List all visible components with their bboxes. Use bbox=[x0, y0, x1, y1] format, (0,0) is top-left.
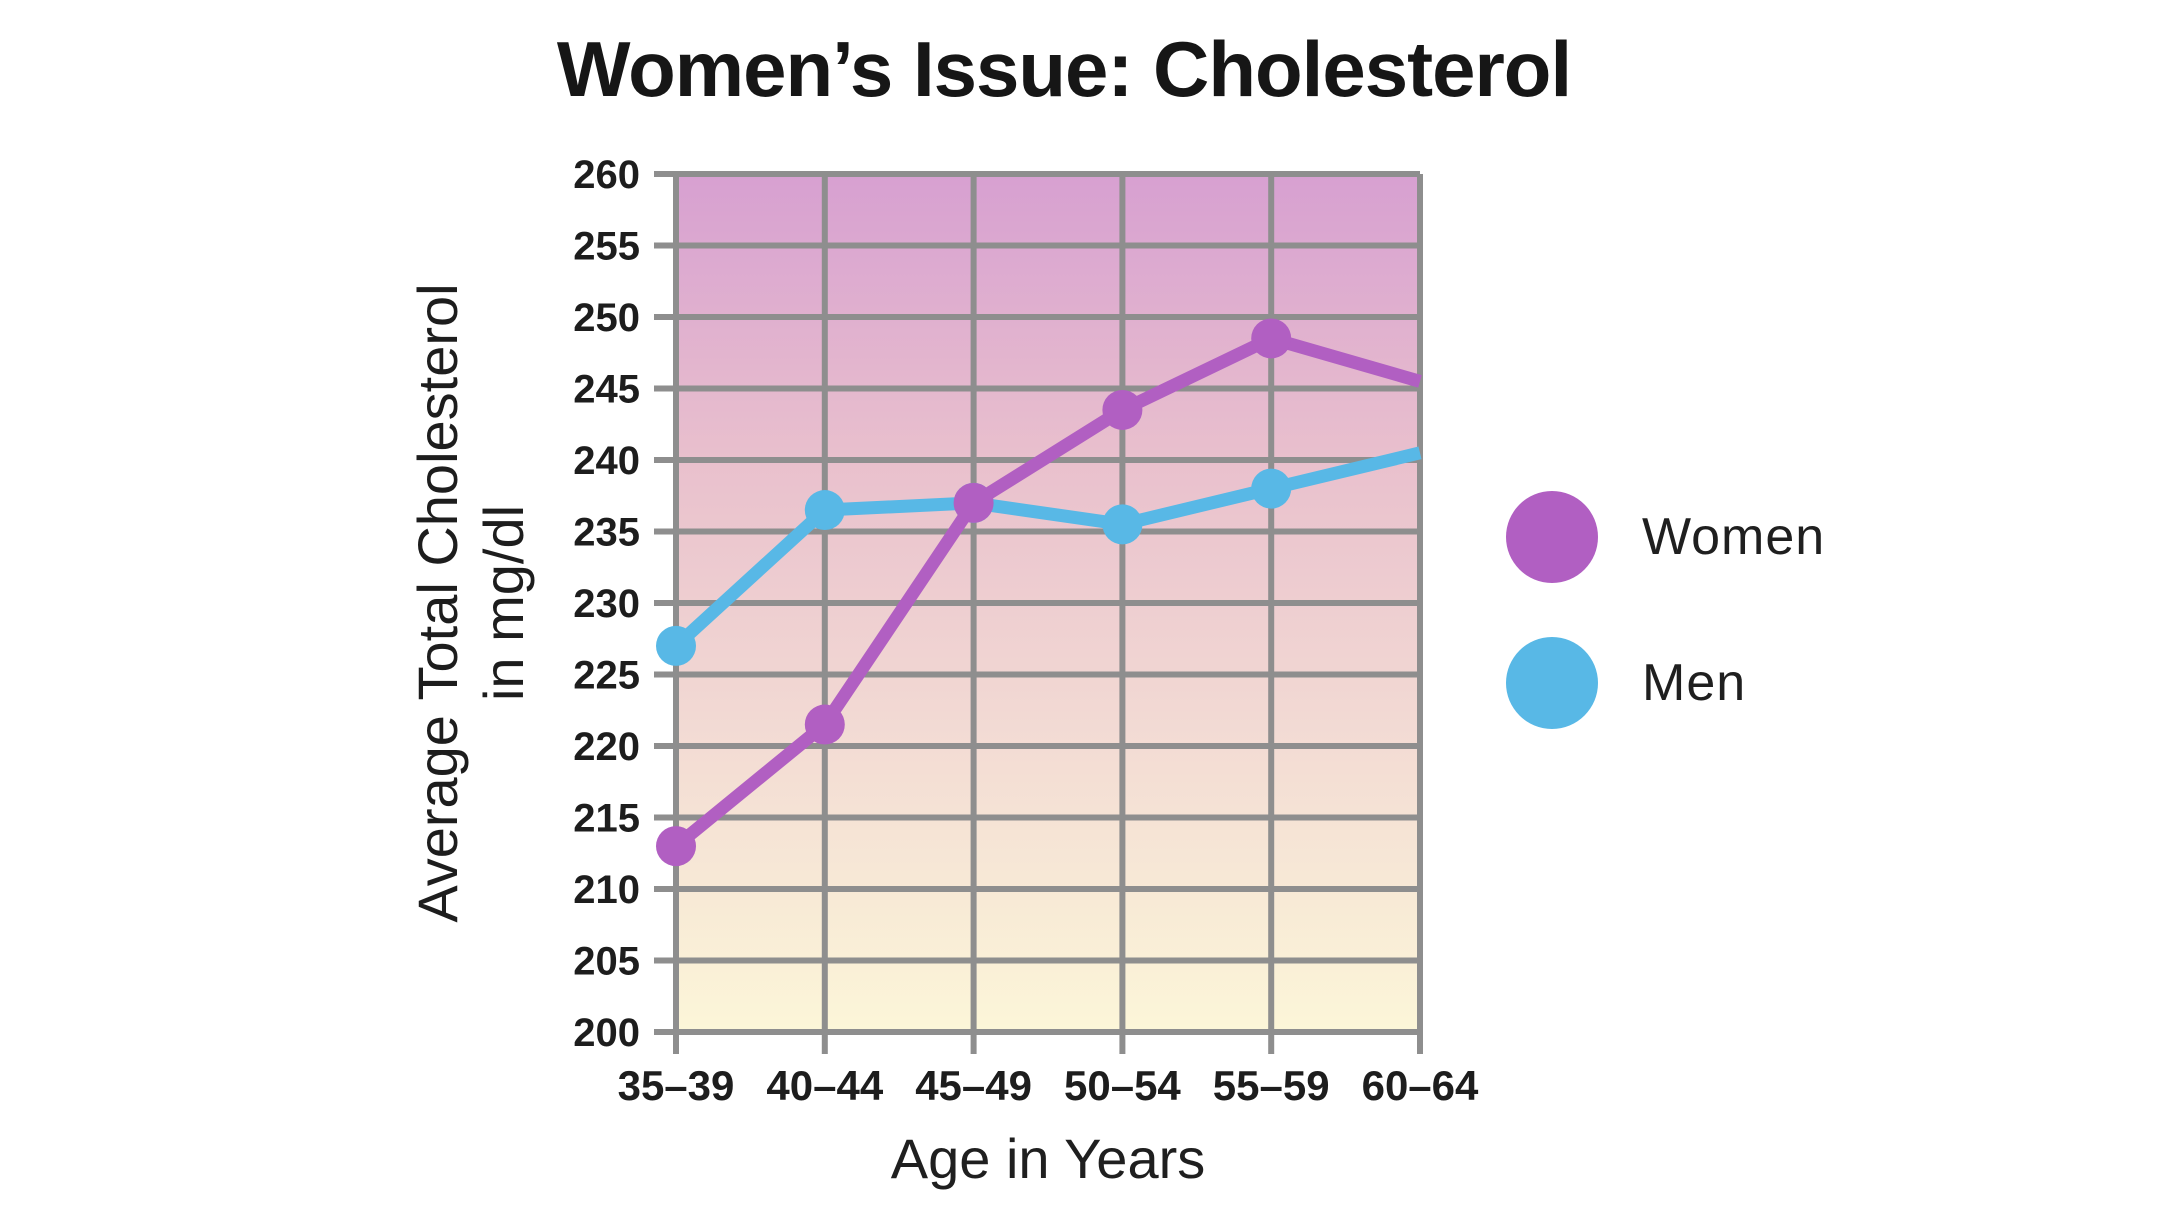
women-line bbox=[671, 331, 1422, 852]
women-point-50–54 bbox=[1102, 389, 1143, 430]
y-tick-labels: 200 205 210 215 220 225 230 235 240 245 250 255 260 bbox=[573, 153, 640, 1055]
women-point-55–59 bbox=[1251, 318, 1292, 359]
gridlines bbox=[654, 171, 1423, 1054]
women-point-45–49 bbox=[953, 482, 994, 523]
x-axis-title: Age in Years bbox=[890, 1127, 1206, 1190]
svg-text:60–64: 60–64 bbox=[1362, 1062, 1479, 1109]
svg-text:230: 230 bbox=[573, 582, 640, 626]
svg-text:50–54: 50–54 bbox=[1064, 1062, 1181, 1109]
y-axis-title: Average Total Cholesterolin mg/dl bbox=[406, 283, 535, 922]
svg-text:45–49: 45–49 bbox=[915, 1062, 1032, 1109]
women-point-35–39 bbox=[656, 826, 696, 867]
svg-text:200: 200 bbox=[573, 1011, 640, 1055]
svg-text:250: 250 bbox=[573, 296, 640, 340]
legend-label-men: Men bbox=[1642, 654, 1747, 712]
svg-text:240: 240 bbox=[573, 439, 640, 483]
men-point-35–39 bbox=[656, 625, 696, 666]
svg-text:260: 260 bbox=[573, 153, 640, 197]
svg-text:35–39: 35–39 bbox=[618, 1062, 735, 1109]
svg-text:225: 225 bbox=[573, 654, 640, 698]
svg-text:210: 210 bbox=[573, 868, 640, 912]
women-point-40–44 bbox=[804, 704, 845, 745]
svg-text:205: 205 bbox=[573, 940, 640, 984]
legend-item-men: Men bbox=[1506, 637, 1825, 729]
svg-text:40–44: 40–44 bbox=[766, 1062, 883, 1109]
chart-title: Women’s Issue: Cholesterol bbox=[556, 25, 1572, 113]
men-point-40–44 bbox=[804, 490, 845, 531]
legend: Women Men bbox=[1506, 491, 1825, 729]
men-series-swatch-icon bbox=[1506, 637, 1598, 729]
men-point-50–54 bbox=[1102, 504, 1143, 545]
svg-text:215: 215 bbox=[573, 797, 640, 841]
svg-text:245: 245 bbox=[573, 368, 640, 412]
svg-text:55–59: 55–59 bbox=[1213, 1062, 1330, 1109]
men-point-55–59 bbox=[1251, 468, 1292, 509]
legend-label-women: Women bbox=[1642, 508, 1826, 566]
svg-text:220: 220 bbox=[573, 725, 640, 769]
women-series-swatch-icon bbox=[1506, 491, 1598, 583]
svg-text:235: 235 bbox=[573, 511, 640, 555]
svg-text:255: 255 bbox=[573, 225, 640, 269]
x-tick-labels: 35–39 40–44 45–49 50–54 55–59 60–64 bbox=[618, 1062, 1479, 1109]
men-line bbox=[671, 446, 1422, 651]
legend-item-women: Women bbox=[1506, 491, 1825, 583]
